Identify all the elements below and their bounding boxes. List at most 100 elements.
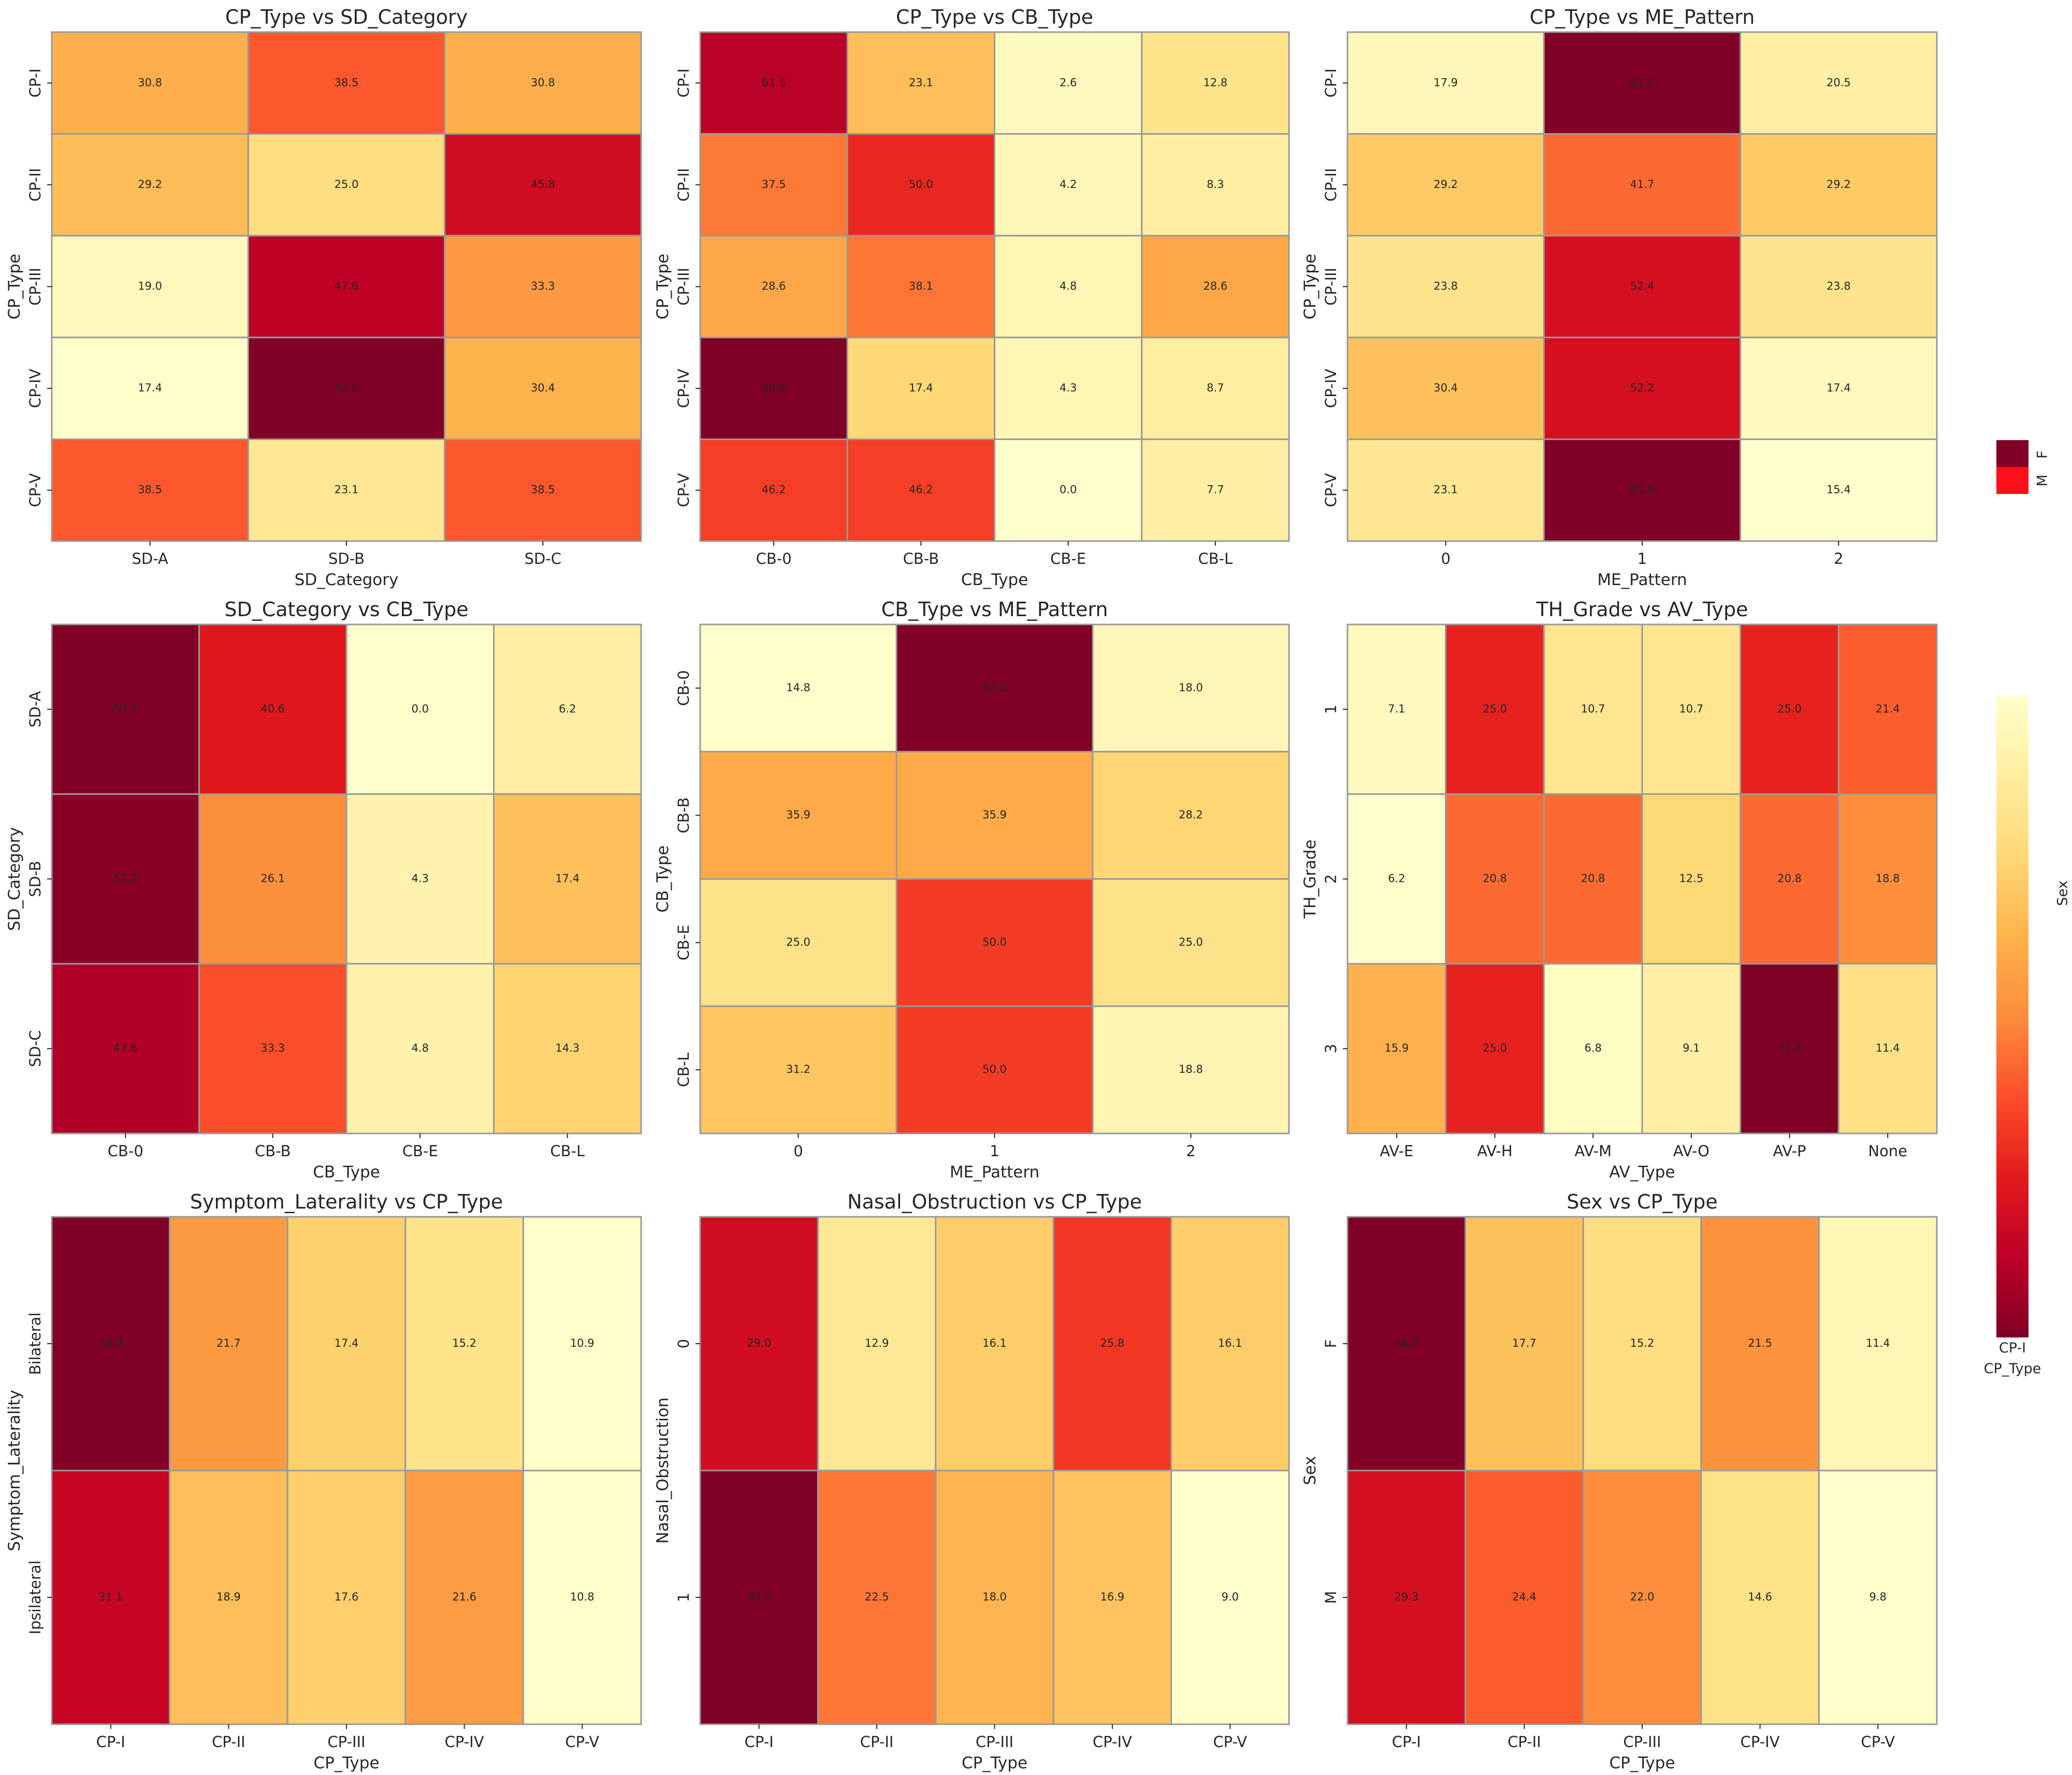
heatmap-cell <box>493 623 642 795</box>
cell-value-label: 21.4 <box>1876 703 1900 715</box>
cell-value-label: 8.3 <box>1207 178 1224 191</box>
cell-value-label: 16.1 <box>1218 1337 1242 1349</box>
cell-value-label: 17.7 <box>1512 1337 1537 1349</box>
heatmap-cell <box>1170 1470 1290 1725</box>
cell-value-label: 22.5 <box>865 1591 889 1603</box>
cell-value-label: 30.4 <box>531 382 555 394</box>
heatmap-cell <box>1837 623 1938 795</box>
cell-value-label: 11.4 <box>1876 1042 1900 1054</box>
x-axis-label: CP_Type <box>1609 1754 1675 1772</box>
cell-value-label: 11.4 <box>1866 1337 1890 1349</box>
x-tick-label: CB-L <box>550 1142 585 1160</box>
x-tick-label: 0 <box>1441 550 1450 568</box>
cell-value-label: 50.0 <box>982 936 1007 948</box>
cell-value-label: 20.8 <box>1483 872 1507 885</box>
colorbar: Sex CP-I CP_Type <box>1984 696 2071 1377</box>
heatmap-cell <box>1700 1216 1820 1472</box>
cell-value-label: 23.1 <box>909 76 933 89</box>
heatmap-cell <box>404 1216 524 1472</box>
colorbar-bottom-label-2: CP_Type <box>1984 1361 2041 1377</box>
cell-value-label: 17.4 <box>335 1337 359 1349</box>
cell-value-label: 31.8 <box>1777 1042 1802 1054</box>
cell-value-label: 17.4 <box>1827 382 1851 394</box>
cell-value-label: 33.3 <box>531 280 555 293</box>
x-axis-label: AV_Type <box>1609 1163 1675 1182</box>
cell-value-label: 50.0 <box>982 1063 1007 1075</box>
cell-value-label: 14.3 <box>555 1042 579 1054</box>
cell-value-label: 15.9 <box>1384 1042 1409 1054</box>
x-tick-label: CP-IV <box>445 1733 484 1751</box>
cell-value-label: 18.8 <box>1179 1063 1203 1075</box>
heatmap-cell <box>994 235 1143 339</box>
y-tick-label: CP-I <box>675 68 692 97</box>
heatmap-cell <box>198 963 347 1134</box>
chart-title: Symptom_Laterality vs CP_Type <box>190 1190 503 1213</box>
x-tick-label: CP-I <box>1392 1733 1421 1751</box>
cell-value-label: 25.0 <box>1483 703 1507 715</box>
heatmap-cell <box>935 1216 1054 1472</box>
cell-value-label: 31.2 <box>786 1063 810 1075</box>
cell-value-label: 4.2 <box>1060 178 1077 191</box>
heatmap-cell <box>247 235 446 339</box>
y-axis-label: SD_Category <box>5 827 24 931</box>
heatmap-cell <box>169 1216 288 1472</box>
cell-value-label: 20.8 <box>1777 872 1802 885</box>
heatmap-cell <box>51 793 200 965</box>
cell-value-label: 15.4 <box>1827 484 1851 496</box>
cell-value-label: 46.2 <box>762 484 786 496</box>
x-tick-label: 2 <box>1834 550 1843 568</box>
cell-value-label: 46.2 <box>909 484 933 496</box>
cell-value-label: 38.5 <box>138 484 162 496</box>
cell-value-label: 35.9 <box>786 809 810 821</box>
heatmap-cell <box>846 133 995 237</box>
cell-value-label: 9.8 <box>1869 1591 1886 1603</box>
cell-value-label: 30.4 <box>1433 382 1458 394</box>
cell-value-label: 6.2 <box>1388 872 1405 885</box>
cell-value-label: 61.5 <box>1630 484 1655 496</box>
cell-value-label: 16.9 <box>1100 1591 1125 1603</box>
heatmap-cell <box>493 793 642 965</box>
y-tick-label: CP-I <box>26 68 44 97</box>
heatmap-cell <box>935 1470 1054 1725</box>
y-tick-label: SD-C <box>26 1030 44 1067</box>
heatmap-cell <box>522 1470 642 1725</box>
x-tick-label: AV-H <box>1477 1142 1512 1160</box>
cell-value-label: 14.8 <box>786 681 810 694</box>
y-tick-label: SD-A <box>26 691 44 728</box>
cell-value-label: 28.6 <box>762 280 786 293</box>
heatmap-cell <box>286 1216 407 1472</box>
small-legend-label-f: F <box>2035 450 2051 459</box>
x-axis-label: CP_Type <box>313 1754 379 1772</box>
y-tick-label: CP-III <box>26 268 44 305</box>
chart-title: Sex vs CP_Type <box>1567 1190 1718 1213</box>
cell-value-label: 52.4 <box>1630 280 1655 293</box>
x-tick-label: AV-E <box>1380 1142 1413 1160</box>
chart-title: Nasal_Obstruction vs CP_Type <box>847 1190 1142 1213</box>
chart-title: TH_Grade vs AV_Type <box>1536 598 1748 621</box>
heatmap-cell <box>699 751 897 880</box>
cell-value-label: 10.8 <box>570 1591 595 1603</box>
heatmap-cell <box>286 1470 407 1725</box>
heatmap-cell <box>1818 1216 1938 1472</box>
cell-value-label: 23.8 <box>1433 280 1458 293</box>
heatmap-cell <box>846 337 995 440</box>
cell-value-label: 52.2 <box>1630 382 1655 394</box>
heatmap-cell <box>1092 623 1290 753</box>
y-tick-label: CP-V <box>26 473 44 507</box>
x-axis-label: ME_Pattern <box>950 1163 1039 1182</box>
x-tick-label: CP-I <box>96 1733 125 1751</box>
y-tick-label: F <box>1322 1340 1340 1348</box>
small-legend-label-m: M <box>2035 474 2051 486</box>
cell-value-label: 26.1 <box>260 872 285 885</box>
x-tick-label: CP-II <box>212 1733 245 1751</box>
heatmap-cell <box>1837 963 1938 1134</box>
chart-title: SD_Category vs CB_Type <box>224 598 468 621</box>
y-tick-label: CP-II <box>1322 168 1340 202</box>
cell-value-label: 4.8 <box>412 1042 429 1054</box>
heatmap-cell <box>817 1470 937 1725</box>
x-tick-label: SD-C <box>525 550 561 568</box>
heatmap-panel-th-grade-vs-av-type: 7.1 25.0 10.7 10.7 25.0 21.4 6.2 20.8 20.8 12.5 20… <box>1301 598 1938 1182</box>
cell-value-label: 0.0 <box>412 703 429 715</box>
heatmap-cell <box>444 337 642 440</box>
